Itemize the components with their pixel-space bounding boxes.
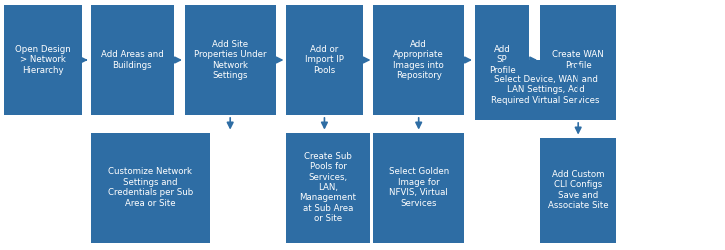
Text: Add
SP
Profile: Add SP Profile xyxy=(489,45,515,75)
Text: Add or
Import IP
Pools: Add or Import IP Pools xyxy=(305,45,344,75)
Text: Create WAN
Profile: Create WAN Profile xyxy=(552,50,604,70)
Text: Select Device, WAN and
LAN Settings, Add
Required Virtual Services: Select Device, WAN and LAN Settings, Add… xyxy=(492,75,600,105)
Text: Open Design
> Network
Hierarchy: Open Design > Network Hierarchy xyxy=(15,45,70,75)
Text: Create Sub
Pools for
Services,
LAN,
Management
at Sub Area
or Site: Create Sub Pools for Services, LAN, Mana… xyxy=(299,152,357,223)
Text: Add Areas and
Buildings: Add Areas and Buildings xyxy=(101,50,164,70)
Text: Add Custom
CLI Configs
Save and
Associate Site: Add Custom CLI Configs Save and Associat… xyxy=(548,170,608,210)
Text: Add
Appropriate
Images into
Repository: Add Appropriate Images into Repository xyxy=(393,40,444,80)
Text: Customize Network
Settings and
Credentials per Sub
Area or Site: Customize Network Settings and Credentia… xyxy=(108,168,193,207)
FancyBboxPatch shape xyxy=(91,132,210,242)
FancyBboxPatch shape xyxy=(373,5,464,115)
FancyBboxPatch shape xyxy=(286,132,370,242)
FancyBboxPatch shape xyxy=(475,60,616,120)
FancyBboxPatch shape xyxy=(540,138,616,242)
FancyBboxPatch shape xyxy=(373,132,464,242)
FancyBboxPatch shape xyxy=(4,5,82,115)
Text: Select Golden
Image for
NFVIS, Virtual
Services: Select Golden Image for NFVIS, Virtual S… xyxy=(389,168,449,207)
FancyBboxPatch shape xyxy=(540,5,616,115)
FancyBboxPatch shape xyxy=(91,5,174,115)
FancyBboxPatch shape xyxy=(286,5,362,115)
Text: Add Site
Properties Under
Network
Settings: Add Site Properties Under Network Settin… xyxy=(194,40,267,80)
FancyBboxPatch shape xyxy=(475,5,529,115)
FancyBboxPatch shape xyxy=(185,5,276,115)
